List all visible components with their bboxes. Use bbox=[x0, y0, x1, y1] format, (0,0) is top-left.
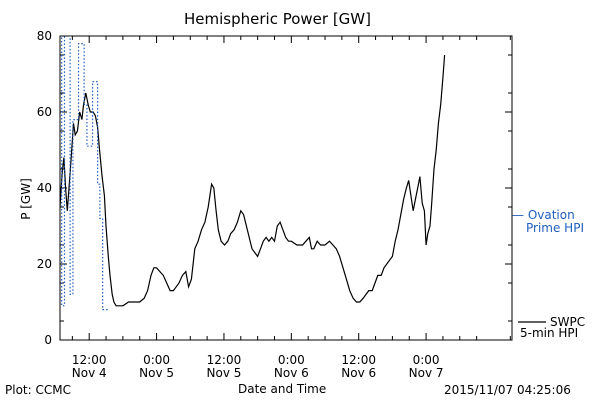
x-tick-date-label: Nov 4 bbox=[72, 366, 107, 380]
x-axis-label: Date and Time bbox=[238, 382, 327, 396]
x-tick-date-label: Nov 6 bbox=[274, 366, 309, 380]
chart-title: Hemispheric Power [GW] bbox=[184, 10, 371, 28]
x-tick-time-label: 0:00 bbox=[278, 353, 305, 367]
legend-swpc-label-2: 5-min HPI bbox=[520, 326, 579, 340]
y-tick-label: 0 bbox=[44, 333, 52, 347]
y-axis-label: P [GW] bbox=[19, 178, 33, 220]
x-tick-time-label: 12:00 bbox=[72, 353, 107, 367]
x-tick-time-label: 12:00 bbox=[207, 353, 242, 367]
footer-timestamp: 2015/11/07 04:25:06 bbox=[444, 383, 571, 397]
x-tick-date-label: Nov 5 bbox=[207, 366, 242, 380]
series-ovation-prime-hpi bbox=[61, 36, 108, 311]
legend-swpc-label-1: SWPC bbox=[550, 315, 586, 329]
footer-credit: Plot: CCMC bbox=[5, 383, 71, 397]
series-swpc-5min-hpi bbox=[60, 54, 446, 307]
y-tick-label: 40 bbox=[37, 181, 52, 195]
legend-ovation-label-2: Prime HPI bbox=[526, 221, 584, 235]
x-tick-time-label: 12:00 bbox=[341, 353, 376, 367]
y-tick-label: 80 bbox=[37, 29, 52, 43]
x-tick-date-label: Nov 5 bbox=[139, 366, 174, 380]
y-tick-label: 20 bbox=[37, 257, 52, 271]
y-tick-label: 60 bbox=[37, 105, 52, 119]
x-tick-date-label: Nov 6 bbox=[341, 366, 376, 380]
x-tick-time-label: 0:00 bbox=[143, 353, 170, 367]
x-tick-date-label: Nov 7 bbox=[409, 366, 444, 380]
plot-frame bbox=[59, 35, 513, 341]
legend-ovation-label-1: — Ovation bbox=[512, 208, 575, 222]
x-tick-time-label: 0:00 bbox=[413, 353, 440, 367]
